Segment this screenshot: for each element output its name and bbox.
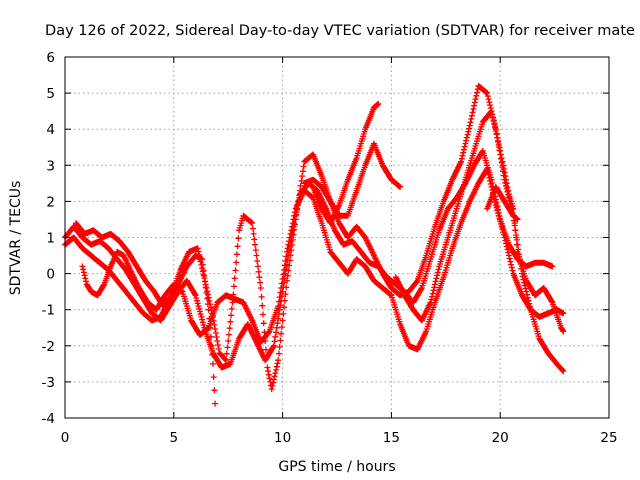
series-pass-f (301, 82, 567, 375)
y-tick-label: -3 (42, 375, 55, 391)
y-tick-label: 5 (46, 86, 55, 102)
y-tick-label: 1 (46, 231, 55, 247)
y-tick-label: 3 (46, 158, 55, 174)
x-tick-label: 25 (600, 430, 617, 446)
series-pass-g (392, 108, 567, 335)
y-tick-label: 2 (46, 194, 55, 210)
series-pass-c (79, 165, 567, 353)
x-tick-label: 15 (383, 430, 400, 446)
chart-title: Day 126 of 2022, Sidereal Day-to-day VTE… (45, 23, 635, 39)
series-markers (484, 184, 521, 223)
y-axis-label: SDTVAR / TECUs (8, 181, 24, 296)
series-markers (301, 82, 567, 375)
y-tick-label: -4 (42, 411, 55, 427)
x-tick-label: 0 (61, 430, 70, 446)
axis-ticks: 0 5 10 15 20 25 -4 -3 -2 -1 0 1 2 3 4 5 6 (42, 50, 618, 446)
y-tick-label: -1 (42, 303, 55, 319)
series-pass-e (310, 100, 382, 227)
series-markers (392, 108, 567, 335)
y-tick-label: 4 (46, 122, 55, 138)
y-tick-label: -2 (42, 339, 55, 355)
series-pass-h (484, 184, 521, 223)
y-tick-label: 0 (46, 267, 55, 283)
y-tick-label: 6 (46, 50, 55, 66)
x-tick-label: 10 (274, 430, 291, 446)
series-markers (62, 234, 219, 407)
x-tick-label: 5 (170, 430, 179, 446)
data-markers (62, 82, 567, 407)
x-tick-label: 20 (492, 430, 509, 446)
series-markers (310, 100, 382, 227)
series-markers (79, 165, 567, 353)
x-axis-label: GPS time / hours (278, 459, 395, 475)
series-pass-b (62, 234, 219, 407)
